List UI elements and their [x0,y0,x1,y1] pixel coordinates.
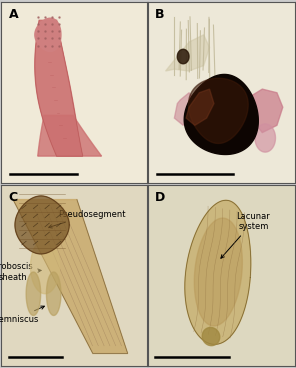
Polygon shape [177,49,189,64]
Polygon shape [174,93,195,125]
Polygon shape [30,240,59,294]
Text: Lemniscus: Lemniscus [0,306,44,323]
Polygon shape [15,196,69,254]
Polygon shape [13,199,128,354]
Polygon shape [186,89,214,125]
Polygon shape [35,20,83,156]
Text: D: D [155,191,165,204]
Polygon shape [165,35,210,71]
Text: C: C [9,191,18,204]
Text: Proboscis
sheath: Proboscis sheath [0,262,41,282]
Text: Pseudosegment: Pseudosegment [49,209,125,228]
Polygon shape [35,18,61,52]
Polygon shape [46,272,61,315]
Polygon shape [184,74,258,155]
Polygon shape [26,272,41,315]
Polygon shape [189,78,248,144]
Polygon shape [185,200,251,344]
Polygon shape [202,328,220,346]
Polygon shape [38,116,102,156]
Text: B: B [155,8,165,21]
Polygon shape [255,124,276,152]
Polygon shape [250,89,283,132]
Polygon shape [194,218,242,326]
Text: Lacunar
system: Lacunar system [221,212,270,258]
Text: A: A [9,8,18,21]
